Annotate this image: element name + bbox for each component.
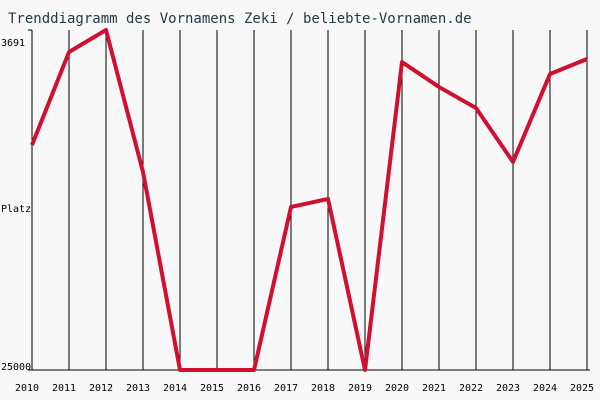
x-tick-label: 2025	[570, 383, 594, 394]
x-tick-label: 2021	[422, 383, 446, 394]
x-tick-label: 2014	[163, 383, 187, 394]
x-tick-label: 2013	[126, 383, 150, 394]
x-tick-label: 2024	[533, 383, 557, 394]
y-tick-label: 25000	[1, 362, 31, 373]
x-tick-label: 2012	[89, 383, 113, 394]
x-tick-label: 2010	[15, 383, 39, 394]
y-axis-label: Platz	[1, 204, 31, 215]
x-tick-label: 2020	[385, 383, 409, 394]
x-tick-label: 2015	[200, 383, 224, 394]
x-tick-label: 2018	[311, 383, 335, 394]
x-tick-label: 2019	[348, 383, 372, 394]
x-tick-label: 2011	[52, 383, 76, 394]
x-tick-label: 2023	[496, 383, 520, 394]
x-tick-label: 2017	[274, 383, 298, 394]
y-tick-label: 3691	[1, 38, 25, 49]
data-line	[30, 28, 588, 372]
chart-title: Trenddiagramm des Vornamens Zeki / belie…	[8, 11, 472, 27]
x-tick-label: 2016	[237, 383, 261, 394]
x-tick-label: 2022	[459, 383, 483, 394]
